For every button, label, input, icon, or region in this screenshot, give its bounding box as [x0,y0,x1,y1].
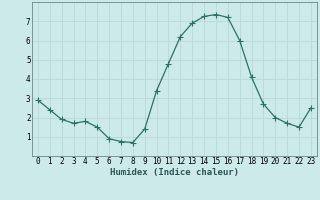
X-axis label: Humidex (Indice chaleur): Humidex (Indice chaleur) [110,168,239,177]
